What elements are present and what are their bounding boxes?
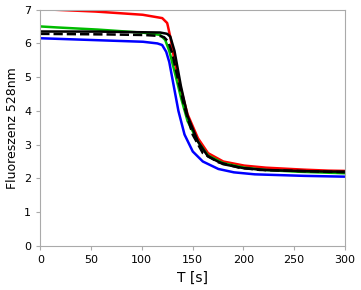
- Y-axis label: Fluoreszenz 528nm: Fluoreszenz 528nm: [5, 67, 18, 188]
- X-axis label: T [s]: T [s]: [177, 271, 208, 284]
